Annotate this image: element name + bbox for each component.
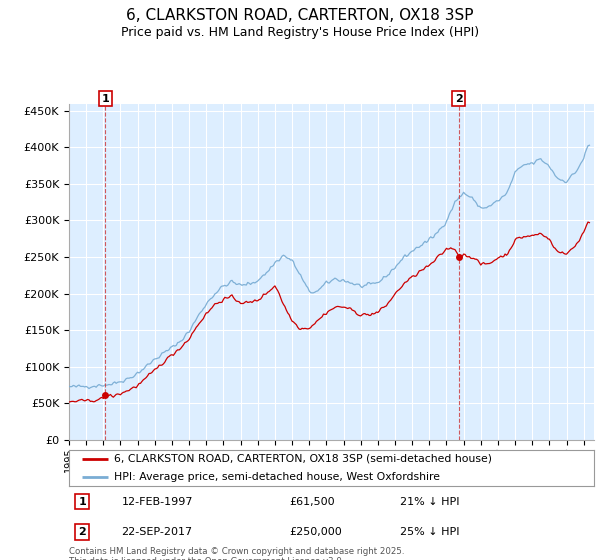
Text: 6, CLARKSTON ROAD, CARTERTON, OX18 3SP (semi-detached house): 6, CLARKSTON ROAD, CARTERTON, OX18 3SP (…: [113, 454, 491, 464]
Text: 2: 2: [455, 94, 463, 104]
Text: 6, CLARKSTON ROAD, CARTERTON, OX18 3SP: 6, CLARKSTON ROAD, CARTERTON, OX18 3SP: [126, 8, 474, 24]
Text: HPI: Average price, semi-detached house, West Oxfordshire: HPI: Average price, semi-detached house,…: [113, 472, 440, 482]
Text: 1: 1: [101, 94, 109, 104]
Text: 21% ↓ HPI: 21% ↓ HPI: [400, 497, 459, 506]
Text: 12-FEB-1997: 12-FEB-1997: [121, 497, 193, 506]
Text: 2: 2: [78, 528, 86, 537]
Text: Price paid vs. HM Land Registry's House Price Index (HPI): Price paid vs. HM Land Registry's House …: [121, 26, 479, 39]
Text: 22-SEP-2017: 22-SEP-2017: [121, 528, 193, 537]
Text: 1: 1: [78, 497, 86, 506]
Text: Contains HM Land Registry data © Crown copyright and database right 2025.
This d: Contains HM Land Registry data © Crown c…: [69, 547, 404, 560]
Text: £61,500: £61,500: [290, 497, 335, 506]
Text: £250,000: £250,000: [290, 528, 342, 537]
Text: 25% ↓ HPI: 25% ↓ HPI: [400, 528, 459, 537]
